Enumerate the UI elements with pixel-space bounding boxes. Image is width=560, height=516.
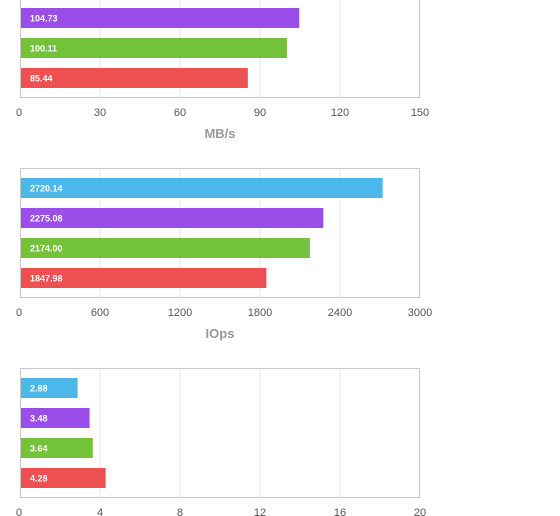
- plot-frame: [20, 0, 420, 98]
- throughput-chart: 104.73 100.11 85.44 0 30 60 90 120 150 MB/s: [16, 0, 429, 141]
- x-tick-label: 12: [254, 507, 266, 516]
- bar: [21, 238, 310, 258]
- x-tick-label: 4: [97, 507, 103, 516]
- bar-value-label: 2275.08: [30, 214, 63, 224]
- x-axis-title: MB/s: [204, 126, 235, 141]
- x-tick-label: 2400: [328, 307, 352, 319]
- bar: [21, 408, 90, 428]
- x-tick-label: 0: [16, 507, 22, 516]
- bar: [21, 208, 324, 228]
- bar: [21, 68, 248, 88]
- bar-value-label: 2.88: [30, 384, 48, 394]
- bar-value-label: 4.28: [30, 474, 48, 484]
- bar: [21, 468, 106, 488]
- bar-value-label: 2720.14: [30, 184, 63, 194]
- bar-value-label: 3.64: [30, 444, 48, 454]
- plot-frame: [20, 168, 420, 298]
- bar-value-label: 85.44: [30, 74, 53, 84]
- x-tick-label: 30: [94, 107, 106, 119]
- x-tick-label: 600: [91, 307, 109, 319]
- latency-chart: 2.88 3.48 3.64 4.28 0 4 8 12 16 20: [16, 368, 426, 516]
- x-tick-label: 90: [254, 107, 266, 119]
- bar: [21, 8, 300, 28]
- bar: [21, 178, 383, 198]
- x-tick-label: 0: [16, 307, 22, 319]
- iops-chart: 2720.14 2275.08 2174.00 1847.98 0 600 1200 1800…: [16, 168, 432, 341]
- bar: [21, 38, 287, 58]
- bar-value-label: 100.11: [30, 44, 57, 54]
- bar-value-label: 2174.00: [30, 244, 63, 254]
- x-tick-label: 8: [177, 507, 183, 516]
- x-tick-label: 16: [334, 507, 346, 516]
- x-tick-label: 120: [331, 107, 349, 119]
- bar-value-label: 1847.98: [30, 274, 63, 284]
- bar-value-label: 3.48: [30, 414, 48, 424]
- bar: [21, 378, 78, 398]
- x-tick-label: 1200: [168, 307, 192, 319]
- x-tick-label: 60: [174, 107, 186, 119]
- x-tick-label: 3000: [408, 307, 432, 319]
- plot-frame: [20, 368, 420, 498]
- bar: [21, 268, 267, 288]
- x-tick-label: 150: [411, 107, 429, 119]
- x-axis-title: IOps: [206, 326, 235, 341]
- x-tick-label: 20: [414, 507, 426, 516]
- bar-value-label: 104.73: [30, 14, 58, 24]
- bar: [21, 438, 93, 458]
- x-tick-label: 0: [16, 107, 22, 119]
- x-tick-label: 1800: [248, 307, 272, 319]
